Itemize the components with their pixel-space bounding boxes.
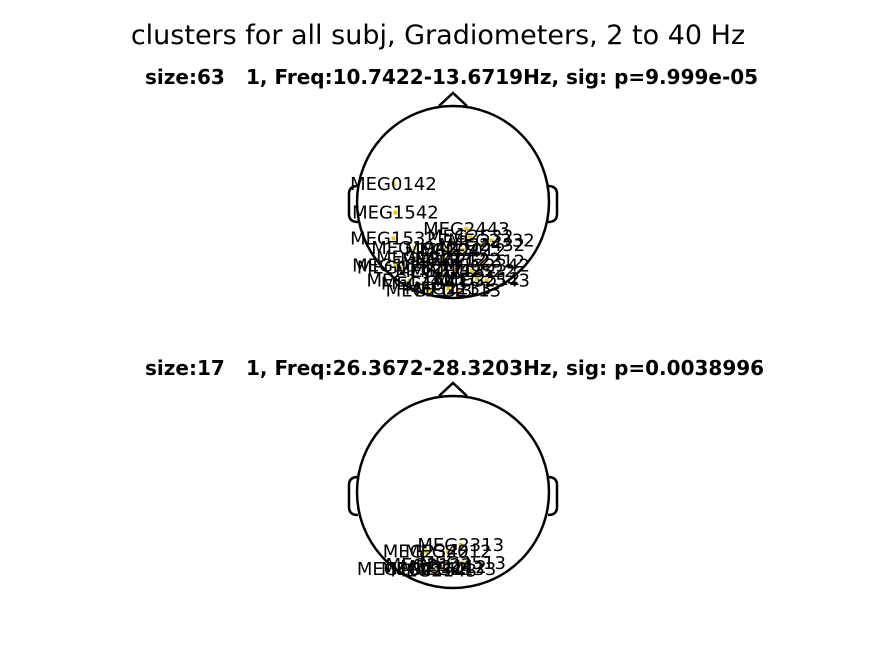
channel-marker xyxy=(427,288,431,293)
channel-marker xyxy=(412,246,417,251)
channel-marker xyxy=(464,226,469,231)
channel-marker xyxy=(451,269,455,274)
right-ear xyxy=(547,184,559,224)
topoplot-panel-1: size:63 1, Freq:10.7422-13.6719Hz, sig: … xyxy=(145,65,758,301)
channel-marker xyxy=(475,276,479,281)
channel-label: MEG1942 xyxy=(371,238,458,259)
panel-1-size: size:63 xyxy=(145,65,225,89)
channel-label: MEG2042 xyxy=(405,240,492,261)
channel-marker xyxy=(484,278,489,283)
channel-marker xyxy=(479,259,484,264)
channel-label: MEG1742 xyxy=(366,271,453,292)
channel-label: MEG2142 xyxy=(395,261,482,282)
channel-marker xyxy=(460,248,465,252)
channel-marker xyxy=(479,243,484,248)
channel-marker xyxy=(407,278,412,283)
channel-label: MEG1942 xyxy=(357,559,444,580)
channel-label: MEG2513 xyxy=(419,553,506,574)
channel-marker xyxy=(484,263,489,268)
topoplot-panel-2: size:17 1, Freq:26.3672-28.3203Hz, sig: … xyxy=(145,356,764,590)
channel-label: MEG2342 xyxy=(443,255,530,276)
channel-label: MEG1922 xyxy=(376,248,463,269)
channel-marker xyxy=(489,238,494,243)
channel-marker xyxy=(446,248,451,252)
head-outline xyxy=(347,91,559,300)
left-ear xyxy=(347,184,359,224)
channel-label: MEG0142 xyxy=(350,174,437,195)
channel-marker xyxy=(455,257,460,262)
channel-labels: MEG0142MEG1542MEG1532MEG2443MEG2532MEG23… xyxy=(350,174,535,301)
channel-marker xyxy=(393,263,398,268)
channel-label: MEG2112 xyxy=(400,250,487,271)
channel-label: MEG2133 xyxy=(410,559,497,580)
channel-labels: MEG2313MEG2342MEG2012MEG2513MEG2122MEG19… xyxy=(357,535,506,582)
channel-label: MEG2132 xyxy=(410,261,497,282)
channel-label: MEG2133 xyxy=(405,278,492,299)
channel-marker xyxy=(470,269,475,274)
channel-label: MEG2142 xyxy=(381,559,468,580)
channel-marker xyxy=(391,181,396,186)
channel-label: MEG2443 xyxy=(423,219,510,240)
nose xyxy=(438,381,468,397)
nose xyxy=(438,91,468,107)
channel-label: MEG2012 xyxy=(405,542,492,563)
channel-label: MEG2012 xyxy=(419,240,506,261)
channel-label: MEG2522 xyxy=(429,261,516,282)
channel-label: MEG1642 xyxy=(352,255,439,276)
channel-marker xyxy=(460,561,465,565)
channel-marker xyxy=(451,566,455,571)
channel-label: MEG2143 xyxy=(390,561,477,582)
channel-marker xyxy=(422,566,427,571)
channel-marker xyxy=(446,286,451,291)
panel-2-size: size:17 xyxy=(145,356,225,380)
channel-markers xyxy=(398,542,465,573)
channel-label: MEG2342 xyxy=(383,542,470,563)
channel-marker xyxy=(422,281,427,286)
channel-label: MEG2512 xyxy=(434,269,521,290)
channel-label: MEG2543 xyxy=(443,271,530,292)
channel-marker xyxy=(441,564,446,569)
channel-label: MEG2532 xyxy=(427,227,514,248)
channel-label: MEG2312 xyxy=(438,252,525,273)
channel-label: MEG2122 xyxy=(414,250,501,271)
channel-label: MEG2143 xyxy=(386,280,473,301)
right-ear xyxy=(547,475,559,517)
channel-marker xyxy=(424,549,429,554)
channel-marker xyxy=(391,236,396,241)
channel-marker xyxy=(431,568,436,573)
channel-label: MEG1542 xyxy=(352,203,439,224)
channel-marker xyxy=(427,563,431,567)
channel-marker xyxy=(417,255,422,260)
channel-label: MEG1943 xyxy=(381,274,468,295)
channel-marker xyxy=(455,288,460,293)
channel-label: MEG2432 xyxy=(438,235,525,256)
figure-title: clusters for all subj, Gradiometers, 2 t… xyxy=(131,20,745,51)
channel-marker xyxy=(446,549,451,554)
panel-2-cluster-info: 1, Freq:26.3672-28.3203Hz, sig: p=0.0038… xyxy=(246,356,764,380)
channel-marker xyxy=(468,234,473,239)
channel-marker xyxy=(393,210,398,215)
channel-label: MEG2313 xyxy=(417,535,504,556)
head-outline xyxy=(347,381,559,590)
channel-marker xyxy=(458,542,463,547)
channel-label: MEG2112 xyxy=(400,557,487,578)
left-ear xyxy=(347,475,359,517)
channel-label: MEG2122 xyxy=(386,555,473,576)
channel-label: MEG1532 xyxy=(350,229,437,250)
channel-marker xyxy=(398,566,403,571)
channel-markers xyxy=(391,181,494,293)
channel-label: MEG2113 xyxy=(414,280,501,301)
channel-marker xyxy=(441,257,446,262)
channel-label: MEG1732 xyxy=(357,257,444,278)
panel-1-cluster-info: 1, Freq:10.7422-13.6719Hz, sig: p=9.999e… xyxy=(246,65,758,89)
channel-marker xyxy=(398,265,403,270)
channel-label: MEG2332 xyxy=(448,230,535,251)
channel-marker xyxy=(436,269,441,274)
